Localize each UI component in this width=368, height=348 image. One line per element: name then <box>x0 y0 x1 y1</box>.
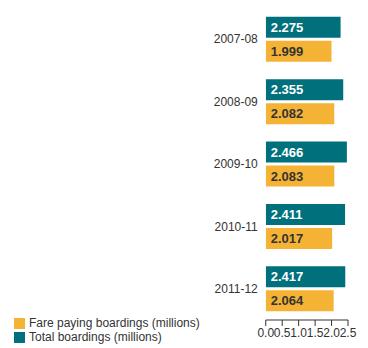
svg-text:2.064: 2.064 <box>271 293 304 308</box>
html-text:Fare paying boardings (million: Fare paying boardings (millions) <box>29 316 200 330</box>
svg-text:2008-09: 2008-09 <box>214 95 258 109</box>
svg-text:2011-12: 2011-12 <box>215 282 258 296</box>
svg-text:2007-08: 2007-08 <box>214 32 258 46</box>
svg-text:2.355: 2.355 <box>271 82 304 97</box>
svg-text:1.0: 1.0 <box>290 326 307 340</box>
svg-text:2.411: 2.411 <box>271 207 303 222</box>
svg-text:1.5: 1.5 <box>307 326 324 340</box>
svg-text:2009-10: 2009-10 <box>214 157 258 171</box>
svg-text:0.5: 0.5 <box>274 326 291 340</box>
svg-text:2.417: 2.417 <box>271 269 304 284</box>
svg-text:2.083: 2.083 <box>271 169 304 184</box>
svg-text:2.017: 2.017 <box>271 231 304 246</box>
svg-text:2.5: 2.5 <box>340 326 357 340</box>
svg-text:2.466: 2.466 <box>271 145 304 160</box>
svg-text:2.0: 2.0 <box>323 326 340 340</box>
svg-text:0.0: 0.0 <box>257 326 274 340</box>
svg-text:1.999: 1.999 <box>271 44 304 59</box>
svg-text:2.082: 2.082 <box>271 106 304 121</box>
svg-text:2010-11: 2010-11 <box>215 220 258 234</box>
html-text:Total boardings (millions): Total boardings (millions) <box>29 330 162 344</box>
svg-text:2.275: 2.275 <box>271 20 304 35</box>
